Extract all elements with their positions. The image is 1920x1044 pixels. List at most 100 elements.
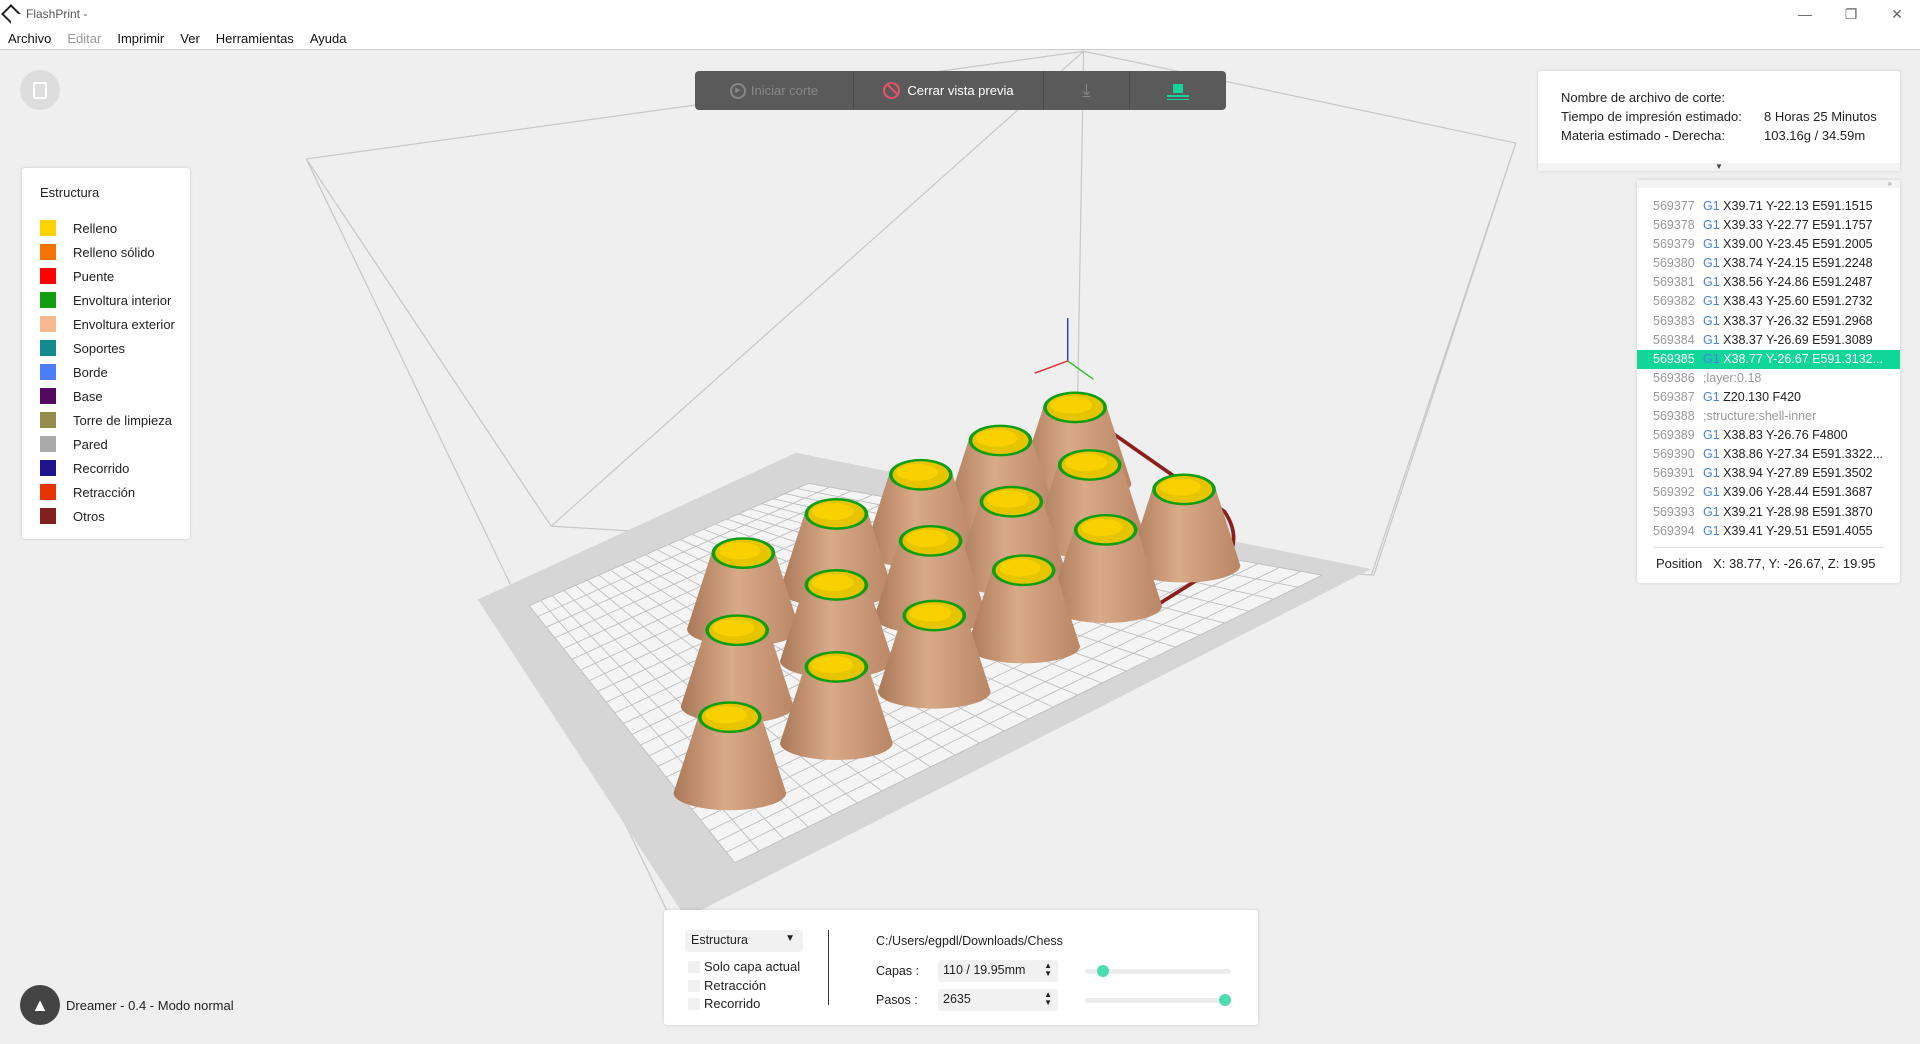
retraction-checkbox[interactable]: Retracción [688,978,766,993]
build-volume-wireframe [305,50,1517,913]
menu-ver[interactable]: Ver [180,31,200,46]
app-logo-icon [1,4,21,24]
file-list-button[interactable] [20,70,60,110]
legend-label: Puente [73,268,115,284]
line-number: 569379 [1653,237,1695,252]
gcode-line[interactable]: 569381 G1 X38.56 Y-24.86 E591.2487 [1637,273,1900,292]
line-number: 569389 [1653,428,1695,443]
color-swatch [40,268,56,284]
model-cones [673,391,1241,811]
color-swatch [40,340,56,356]
menu-herramientas[interactable]: Herramientas [215,31,294,46]
steps-slider[interactable] [1085,994,1231,1006]
gcode-command: G1 [1703,218,1720,233]
legend-item: Pared [40,432,190,456]
only-current-layer-checkbox[interactable]: Solo capa actual [688,959,800,974]
steps-slider-handle[interactable] [1219,994,1231,1006]
gcode-line[interactable]: 569387 G1 Z20.130 F420 [1637,388,1900,407]
gcode-line[interactable]: 569393 G1 X39.21 Y-28.98 E591.3870 [1637,503,1900,522]
gcode-line[interactable]: 569379 G1 X39.00 Y-23.45 E591.2005 [1637,235,1900,254]
cone-model [673,701,787,811]
line-number: 569392 [1653,485,1695,500]
minimize-button[interactable]: — [1798,6,1812,22]
legend-item: Base [40,384,190,408]
cone-model [780,569,893,678]
legend-label: Torre de limpieza [73,412,172,428]
menu-imprimir[interactable]: Imprimir [117,31,165,46]
legend-item: Recorrido [40,456,190,480]
gcode-line[interactable]: 569394 G1 X39.41 Y-29.51 E591.4055 [1637,522,1900,541]
title-bar: FlashPrint - — ❐ ✕ [0,0,1920,28]
gcode-line[interactable]: 569380 G1 X38.74 Y-24.15 E591.2248 [1637,254,1900,273]
gcode-line[interactable]: 569382 G1 X38.43 Y-25.60 E591.2732 [1637,292,1900,311]
gcode-line[interactable]: 569378 G1 X39.33 Y-22.77 E591.1757 [1637,216,1900,235]
color-swatch [40,412,56,428]
legend-item: Envoltura exterior [40,312,190,336]
material-label: Materia estimado - Derecha: [1561,128,1726,143]
steps-spinbox[interactable]: 2635 ▲ ▼ [938,989,1058,1011]
gcode-params: X39.00 Y-23.45 E591.2005 [1723,237,1873,252]
dropdown-arrow-icon: ▼ [785,933,795,944]
layers-slider[interactable] [1085,965,1231,977]
color-swatch [40,484,56,500]
menu-archivo[interactable]: Archivo [8,31,52,46]
legend-item: Puente [40,264,190,288]
layers-spinbox[interactable]: 110 / 19.95mm ▲ ▼ [938,960,1058,982]
line-number: 569384 [1653,332,1695,347]
menu-ayuda[interactable]: Ayuda [309,31,347,46]
position-readout: Position X: 38.77, Y: -26.67, Z: 19.95 [1653,547,1884,571]
gcode-command: G1 [1703,237,1720,252]
printer-button[interactable]: ▲ [20,985,60,1025]
cone-model [967,554,1080,664]
gcode-line[interactable]: 569386 ;layer:0.18 [1637,369,1900,388]
gcode-panel: » 569377 G1 X39.71 Y-22.13 E591.1515 56937… [1637,180,1900,583]
legend-item: Relleno [40,216,190,240]
legend-item: Soportes [40,336,190,360]
color-swatch [40,388,56,404]
collapse-toggle[interactable]: ▼ [1538,163,1900,171]
cone-model [1049,513,1162,623]
close-preview-button[interactable]: Cerrar vista previa [854,71,1044,110]
line-number: 569391 [1653,466,1695,481]
gcode-line[interactable]: 569377 G1 X39.71 Y-22.13 E591.1515 [1637,197,1900,216]
material-value: 103.16g / 34.59m [1764,128,1866,143]
start-slice-button[interactable]: ▶ Iniciar corte [695,71,854,110]
line-number: 569390 [1653,447,1695,462]
gcode-line[interactable]: 569384 G1 X38.37 Y-26.69 E591.3089 [1637,331,1900,350]
gcode-line[interactable]: 569388 ;structure:shell-inner [1637,407,1900,426]
menu-editar[interactable]: Editar [67,31,102,46]
layers-value: 110 / 19.95mm [943,963,1026,977]
layers-label: Capas : [876,964,920,978]
color-swatch [40,436,56,452]
gcode-command: G1 [1703,523,1720,538]
print-button[interactable] [1130,71,1226,110]
printer-nozzle-icon: ▲ [31,994,49,1015]
line-number: 569386 [1653,370,1695,385]
gcode-line[interactable]: 569389 G1 X38.83 Y-26.76 F4800 [1637,426,1900,445]
restore-button[interactable]: ❐ [1844,5,1858,22]
gcode-line[interactable]: 569385 G1 X38.77 Y-26.67 E591.3132... [1637,349,1900,369]
print-time-value: 8 Horas 25 Minutos [1764,109,1877,124]
line-number: 569388 [1653,409,1695,424]
expand-button[interactable]: » [1637,180,1900,188]
gcode-params: X39.21 Y-28.98 E591.3870 [1723,504,1873,519]
3d-viewport[interactable] [0,50,1920,1044]
gcode-line[interactable]: 569392 G1 X39.06 Y-28.44 E591.3687 [1637,483,1900,502]
legend-label: Relleno sólido [73,244,155,260]
color-swatch [40,508,56,524]
close-button[interactable]: ✕ [1891,5,1903,22]
gcode-line[interactable]: 569391 G1 X38.94 Y-27.89 E591.3502 [1637,464,1900,483]
export-button[interactable]: ⤓ [1044,71,1130,110]
gcode-line[interactable]: 569390 G1 X38.86 Y-27.34 E591.3322... [1637,445,1900,464]
gcode-command: G1 [1703,485,1720,500]
legend-item: Borde [40,360,190,384]
gcode-command: G1 [1703,199,1720,213]
layers-slider-handle[interactable] [1097,965,1110,977]
color-swatch [40,292,56,308]
display-mode-select[interactable]: Estructura ▼ [685,930,803,952]
cone-model [780,651,893,760]
gcode-command: G1 [1703,351,1720,366]
color-swatch [40,460,56,476]
gcode-line[interactable]: 569383 G1 X38.37 Y-26.32 E591.2968 [1637,312,1900,331]
travel-checkbox[interactable]: Recorrido [688,996,760,1011]
